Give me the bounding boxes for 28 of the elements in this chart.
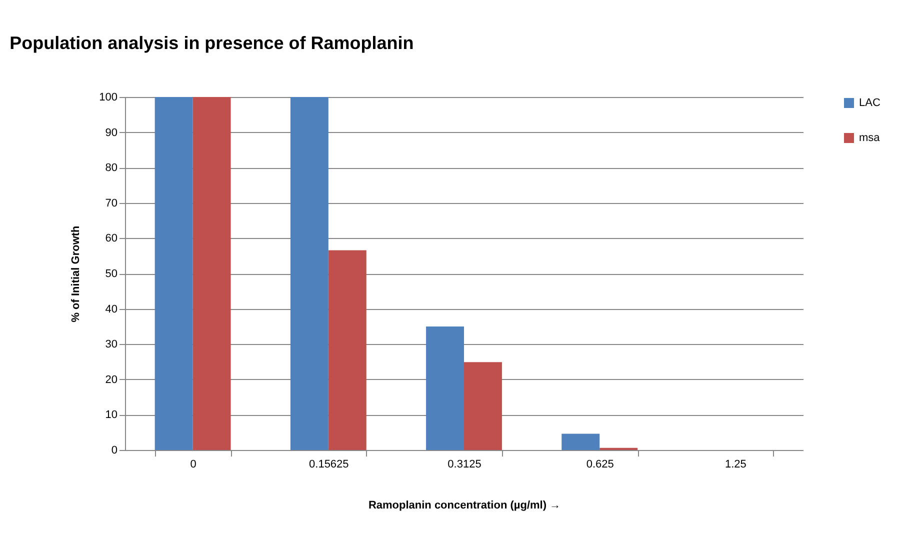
bar — [426, 326, 464, 450]
bar — [290, 97, 328, 450]
y-tick-label: 100 — [99, 92, 118, 104]
x-tick-label: 0.3125 — [448, 458, 482, 470]
x-tick-label: 0.625 — [586, 458, 614, 470]
bar — [464, 362, 502, 450]
legend-label: msa — [859, 132, 881, 144]
bar — [154, 97, 193, 450]
bar — [562, 434, 600, 450]
y-axis-title: % of Initial Growth — [70, 225, 82, 322]
y-tick-label: 20 — [105, 374, 118, 386]
x-tick-label: 0 — [190, 458, 196, 470]
y-tick-label: 90 — [105, 126, 118, 139]
y-tick-label: 70 — [105, 197, 118, 210]
x-axis-title: Ramoplanin concentration (µg/ml) → — [368, 500, 561, 512]
bar — [328, 250, 366, 450]
y-tick-label: 40 — [105, 303, 118, 316]
y-tick-label: 80 — [105, 162, 118, 174]
y-tick-label: 50 — [105, 268, 118, 280]
bar — [192, 97, 231, 450]
y-tick-label: 60 — [105, 232, 118, 245]
x-tick-label: 1.25 — [724, 458, 746, 470]
y-tick-label: 10 — [105, 409, 118, 422]
legend-label: LAC — [859, 97, 880, 109]
chart-title: Population analysis in presence of Ramoplanin — [10, 33, 414, 53]
y-tick-label: 0 — [111, 444, 118, 456]
y-tick-label: 30 — [105, 338, 118, 351]
x-tick-label: 0.15625 — [309, 458, 349, 470]
